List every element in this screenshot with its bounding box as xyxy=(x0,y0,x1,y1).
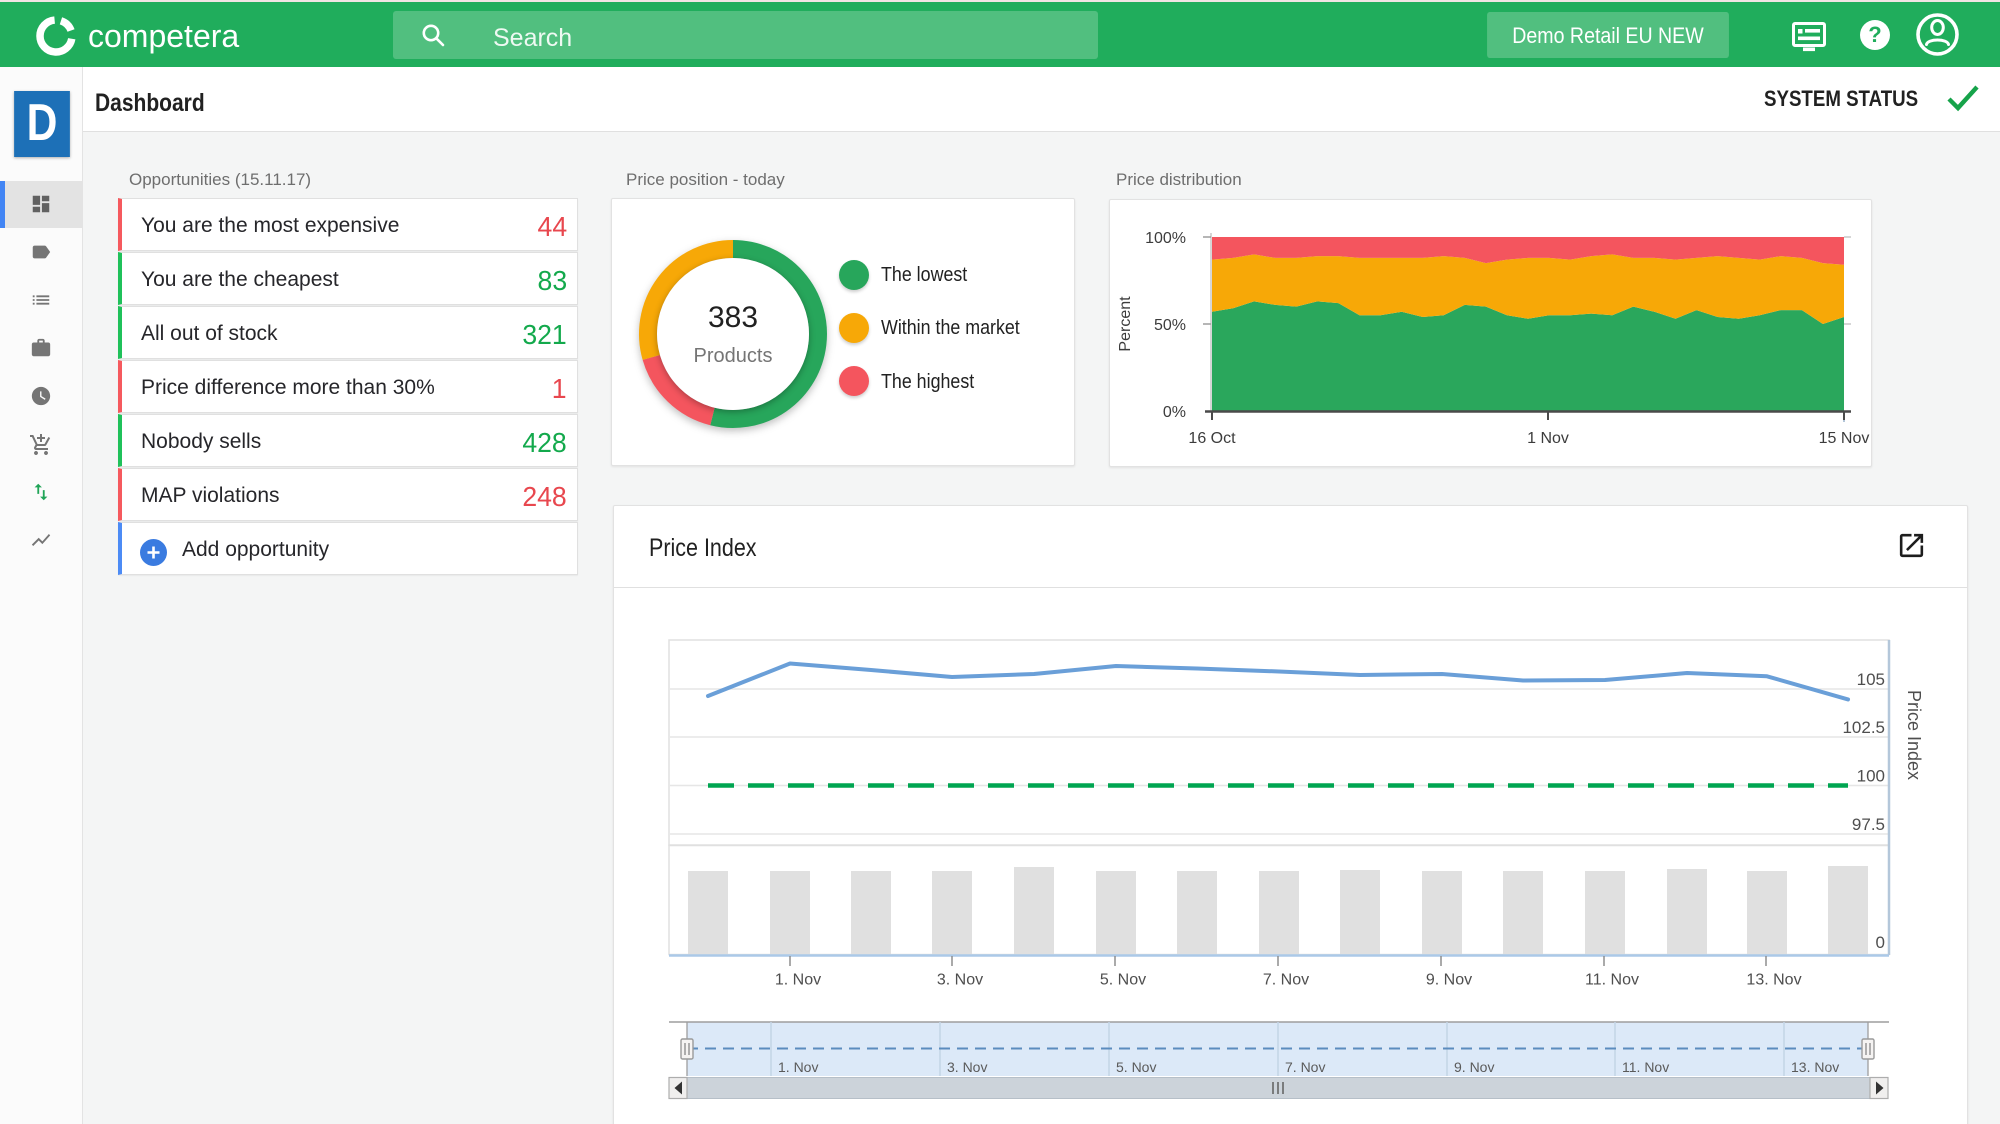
svg-text:3. Nov: 3. Nov xyxy=(947,1059,987,1075)
svg-text:102.5: 102.5 xyxy=(1842,718,1885,737)
svg-text:97.5: 97.5 xyxy=(1852,815,1885,834)
svg-text:9. Nov: 9. Nov xyxy=(1454,1059,1494,1075)
svg-text:Percent: Percent xyxy=(1117,296,1134,352)
svg-text:11. Nov: 11. Nov xyxy=(1622,1059,1669,1075)
svg-text:5. Nov: 5. Nov xyxy=(1116,1059,1156,1075)
svg-text:15 Nov: 15 Nov xyxy=(1819,430,1870,447)
svg-text:0%: 0% xyxy=(1163,404,1186,421)
svg-text:11. Nov: 11. Nov xyxy=(1585,972,1639,989)
svg-text:7. Nov: 7. Nov xyxy=(1285,1059,1325,1075)
svg-text:1. Nov: 1. Nov xyxy=(775,972,821,989)
svg-text:100: 100 xyxy=(1857,767,1885,786)
svg-text:13. Nov: 13. Nov xyxy=(1746,972,1801,989)
svg-text:16 Oct: 16 Oct xyxy=(1188,430,1236,447)
svg-text:7. Nov: 7. Nov xyxy=(1263,972,1309,989)
svg-text:50%: 50% xyxy=(1154,317,1186,334)
svg-text:9. Nov: 9. Nov xyxy=(1426,972,1472,989)
svg-text:1. Nov: 1. Nov xyxy=(778,1059,818,1075)
svg-text:100%: 100% xyxy=(1145,230,1186,247)
svg-text:0: 0 xyxy=(1876,933,1885,952)
svg-text:1 Nov: 1 Nov xyxy=(1527,430,1569,447)
svg-text:Price Index: Price Index xyxy=(1904,690,1924,780)
svg-text:5. Nov: 5. Nov xyxy=(1100,972,1146,989)
svg-text:3. Nov: 3. Nov xyxy=(937,972,983,989)
svg-text:13. Nov: 13. Nov xyxy=(1791,1059,1839,1075)
svg-text:105: 105 xyxy=(1857,670,1885,689)
